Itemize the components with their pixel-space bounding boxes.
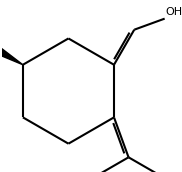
Text: OH: OH [166, 7, 182, 17]
Polygon shape [0, 44, 23, 65]
